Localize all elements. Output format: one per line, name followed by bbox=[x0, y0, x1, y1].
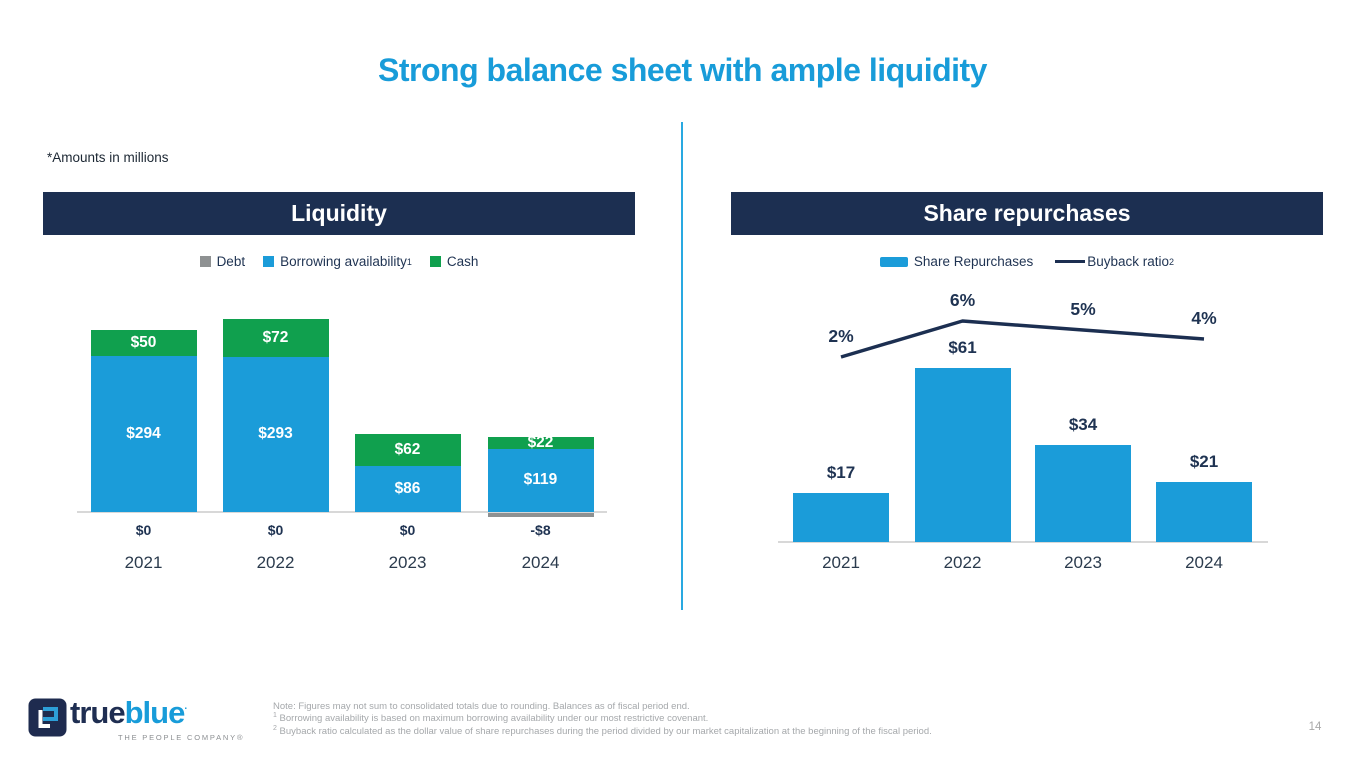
logo-tagline: THE PEOPLE COMPANY® bbox=[118, 733, 245, 742]
debt-value-label: $0 bbox=[399, 522, 416, 538]
year-label: 2021 bbox=[822, 553, 860, 572]
legend-cash-swatch bbox=[429, 256, 441, 267]
liquidity-bar-borrowing: $86 bbox=[354, 466, 461, 512]
debt-value-label: -$8 bbox=[530, 522, 551, 538]
legend-cash-label: Cash bbox=[446, 254, 479, 269]
repurchase-bar bbox=[1156, 482, 1252, 542]
liquidity-bar-borrowing: $119 bbox=[487, 448, 594, 512]
logo-word-blue: blue bbox=[124, 695, 186, 730]
borrowing-value-label: $294 bbox=[126, 425, 161, 443]
amounts-note: *Amounts in millions bbox=[47, 150, 169, 165]
share-repurchases-legend: Share Repurchases Buyback ratio 2 bbox=[731, 254, 1323, 269]
year-label: 2022 bbox=[256, 553, 295, 572]
legend-debt: Debt bbox=[199, 254, 246, 269]
legend-borrowing-availability-label: Borrowing availability bbox=[280, 254, 407, 269]
legend-buyback-ratio: Buyback ratio 2 bbox=[1055, 254, 1174, 269]
legend-share-repurchases-swatch bbox=[879, 256, 908, 267]
cash-value-label: $72 bbox=[262, 328, 289, 346]
legend-debt-swatch bbox=[199, 256, 211, 267]
year-label: 2023 bbox=[388, 553, 427, 572]
year-label: 2021 bbox=[124, 553, 163, 572]
liquidity-legend: Debt Borrowing availability 1 Cash bbox=[43, 254, 635, 269]
share-repurchases-panel-header: Share repurchases bbox=[731, 192, 1323, 235]
footnote-superscript: 2 bbox=[273, 724, 277, 732]
legend-borrowing-availability: Borrowing availability 1 bbox=[263, 254, 412, 269]
liquidity-x-axis bbox=[77, 511, 607, 513]
legend-share-repurchases-label: Share Repurchases bbox=[913, 254, 1034, 269]
repurchase-bar bbox=[914, 367, 1011, 542]
buyback-ratio-label: 6% bbox=[949, 290, 976, 310]
trueblue-logo-icon bbox=[28, 698, 67, 737]
share-repurchases-x-axis bbox=[778, 541, 1268, 543]
page-number: 14 bbox=[1308, 721, 1322, 733]
legend-share-repurchases: Share Repurchases bbox=[879, 254, 1034, 269]
legend-cash: Cash bbox=[429, 254, 479, 269]
slide-title: Strong balance sheet with ample liquidit… bbox=[378, 52, 987, 88]
repurchase-value-label: $17 bbox=[826, 463, 856, 483]
footnote-line-1: Note: Figures may not sum to consolidate… bbox=[273, 701, 690, 712]
legend-buyback-ratio-swatch bbox=[1055, 259, 1086, 264]
repurchase-value-label: $21 bbox=[1189, 452, 1219, 471]
liquidity-bar-borrowing: $293 bbox=[222, 356, 329, 512]
repurchase-value-label: $34 bbox=[1068, 414, 1098, 434]
borrowing-value-label: $293 bbox=[258, 425, 293, 443]
trueblue-wordmark: trueblue· bbox=[70, 695, 188, 731]
repurchase-value-label: $61 bbox=[948, 337, 977, 357]
footnote-line-2: 1 Borrowing availability is based on max… bbox=[273, 712, 709, 725]
liquidity-bar-cash: $50 bbox=[90, 329, 197, 357]
cash-value-label: $62 bbox=[394, 440, 421, 458]
liquidity-bar-borrowing: $294 bbox=[90, 356, 197, 512]
liquidity-panel-header: Liquidity bbox=[43, 192, 635, 235]
liquidity-bar-cash: $72 bbox=[222, 318, 329, 357]
liquidity-bar-cash: $62 bbox=[354, 433, 461, 467]
repurchase-bar bbox=[793, 493, 889, 542]
share-repurchases-panel-title: Share repurchases bbox=[923, 200, 1131, 226]
borrowing-value-label: $119 bbox=[523, 471, 558, 489]
buyback-ratio-label: 5% bbox=[1070, 299, 1096, 319]
footnotes: Note: Figures may not sum to consolidate… bbox=[273, 701, 933, 738]
year-label: 2024 bbox=[1185, 553, 1223, 572]
legend-debt-label: Debt bbox=[216, 254, 246, 269]
footnote-superscript: 1 bbox=[273, 712, 277, 720]
buyback-ratio-label: 4% bbox=[1191, 308, 1217, 328]
footnote-line-3: 2 Buyback ratio calculated as the dollar… bbox=[273, 724, 932, 737]
liquidity-bar-cash: $22 bbox=[487, 434, 594, 452]
logo-registered-mark: · bbox=[184, 703, 188, 715]
panel-divider-line bbox=[681, 122, 683, 610]
debt-value-label: $0 bbox=[135, 522, 152, 538]
year-label: 2022 bbox=[943, 553, 982, 572]
cash-value-label: $22 bbox=[527, 434, 554, 452]
repurchase-bar bbox=[1035, 444, 1131, 542]
cash-value-label: $50 bbox=[130, 333, 157, 351]
liquidity-bar-debt bbox=[487, 513, 594, 518]
year-label: 2023 bbox=[1064, 553, 1102, 572]
legend-buyback-ratio-label: Buyback ratio bbox=[1087, 254, 1170, 269]
legend-borrowing-availability-swatch bbox=[263, 256, 275, 267]
buyback-ratio-label: 2% bbox=[828, 326, 854, 346]
liquidity-panel-title: Liquidity bbox=[291, 200, 387, 226]
borrowing-value-label: $86 bbox=[394, 480, 421, 498]
debt-value-label: $0 bbox=[267, 522, 284, 538]
logo-word-true: true bbox=[70, 695, 126, 730]
year-label: 2024 bbox=[521, 553, 560, 572]
